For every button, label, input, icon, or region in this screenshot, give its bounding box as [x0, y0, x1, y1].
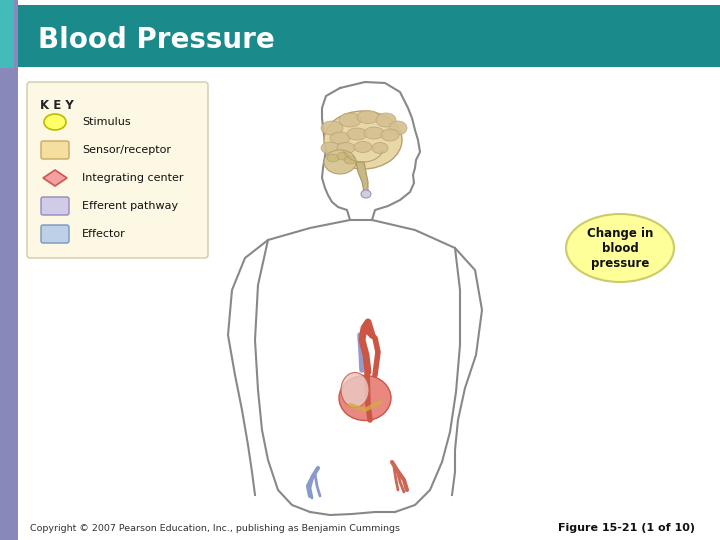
- Ellipse shape: [327, 154, 339, 162]
- Ellipse shape: [566, 214, 674, 282]
- Text: Efferent pathway: Efferent pathway: [82, 201, 178, 211]
- Text: Integrating center: Integrating center: [82, 173, 184, 183]
- Ellipse shape: [339, 113, 361, 127]
- Ellipse shape: [337, 143, 355, 153]
- Text: K E Y: K E Y: [40, 99, 73, 112]
- Ellipse shape: [324, 150, 356, 174]
- FancyBboxPatch shape: [27, 82, 208, 258]
- Ellipse shape: [324, 111, 402, 169]
- Polygon shape: [43, 170, 67, 186]
- Ellipse shape: [330, 132, 350, 144]
- Ellipse shape: [44, 114, 66, 130]
- Ellipse shape: [337, 152, 349, 160]
- FancyBboxPatch shape: [41, 197, 69, 215]
- Text: Stimulus: Stimulus: [82, 117, 130, 127]
- Text: Effector: Effector: [82, 229, 126, 239]
- Polygon shape: [356, 162, 368, 192]
- Ellipse shape: [339, 375, 391, 421]
- Ellipse shape: [372, 143, 388, 153]
- Bar: [14, 5, 720, 67]
- Ellipse shape: [361, 190, 371, 198]
- FancyBboxPatch shape: [41, 141, 69, 159]
- Ellipse shape: [321, 142, 339, 154]
- Text: Change in
blood
pressure: Change in blood pressure: [587, 226, 653, 269]
- Ellipse shape: [389, 121, 407, 135]
- Ellipse shape: [344, 156, 356, 164]
- Ellipse shape: [354, 141, 372, 152]
- Ellipse shape: [321, 121, 343, 135]
- Ellipse shape: [341, 373, 369, 408]
- Ellipse shape: [364, 127, 384, 139]
- Ellipse shape: [376, 113, 396, 127]
- Ellipse shape: [347, 128, 367, 140]
- Bar: [0, 0, 18, 540]
- Text: Figure 15-21 (1 of 10): Figure 15-21 (1 of 10): [558, 523, 695, 533]
- Text: Sensor/receptor: Sensor/receptor: [82, 145, 171, 155]
- Ellipse shape: [357, 111, 379, 124]
- Bar: [0, 0, 14, 68]
- Text: Copyright © 2007 Pearson Education, Inc., publishing as Benjamin Cummings: Copyright © 2007 Pearson Education, Inc.…: [30, 524, 400, 533]
- FancyBboxPatch shape: [41, 225, 69, 243]
- Text: Blood Pressure: Blood Pressure: [38, 26, 275, 54]
- Ellipse shape: [381, 129, 399, 141]
